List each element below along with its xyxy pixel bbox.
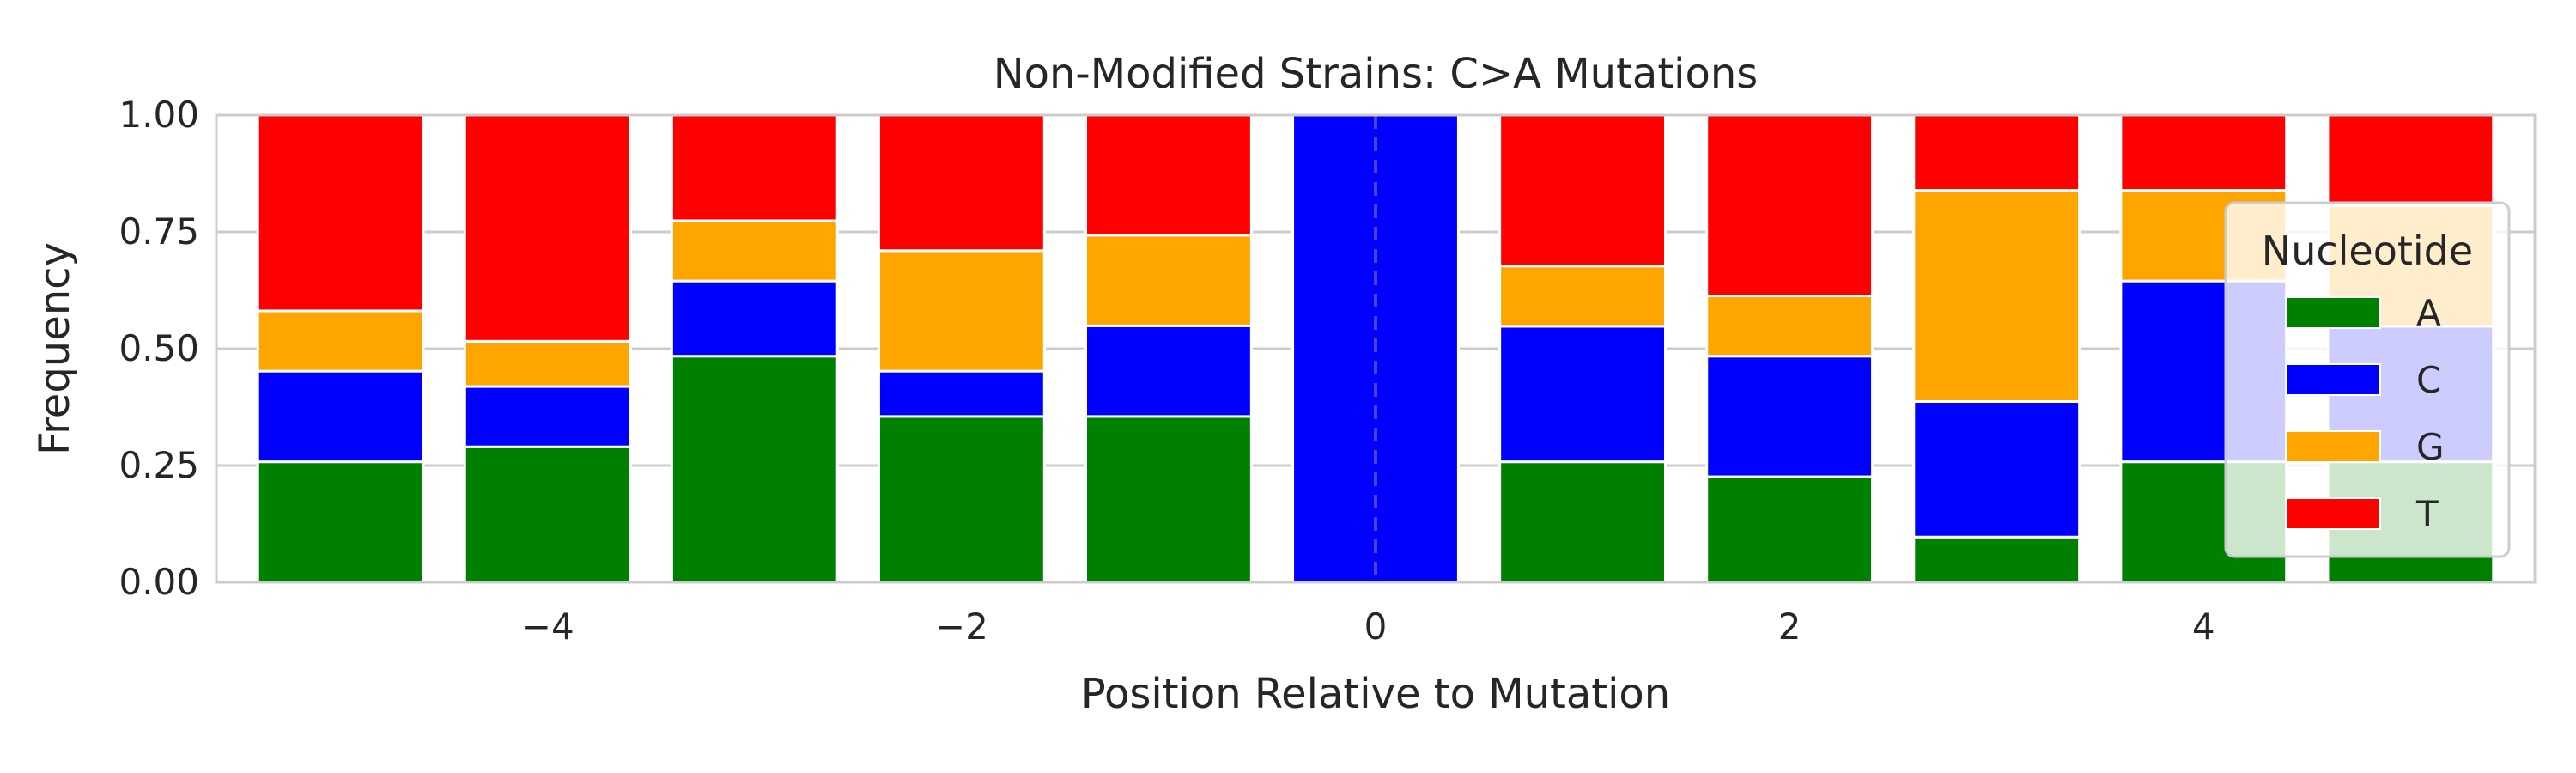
bar-segment-t [256,113,425,313]
x-axis-label: Position Relative to Mutation [1081,670,1670,718]
bar-segment-c [1084,324,1253,418]
legend-title: Nucleotide [2262,228,2473,274]
bar-segment-g [877,249,1046,373]
legend-label-t: T [2415,493,2439,535]
bar-segment-g [1705,295,1874,358]
x-tick-label: 2 [1778,606,1801,648]
bar-segment-t [463,113,632,343]
x-tick-label: −4 [521,606,574,648]
bar-segment-t [670,113,839,222]
bar-segment-c [670,279,839,358]
legend-swatch-c [2285,363,2381,396]
bar-segment-a [256,460,425,584]
bar-segment-t [2326,113,2495,208]
y-tick-label: 0.25 [118,444,199,486]
bar-segment-g [1084,234,1253,327]
bar-segment-g [463,339,632,388]
y-tick-label: 0.75 [118,210,199,253]
bar-segment-t [1084,113,1253,237]
bar-segment-a [1912,535,2081,584]
x-tick-label: 4 [2192,606,2215,648]
bar-segment-c [463,385,632,448]
legend-swatch-t [2285,497,2381,530]
bar-segment-t [1498,113,1667,268]
bar-segment-a [877,415,1046,584]
bar-segment-t [877,113,1046,253]
legend-label-a: A [2416,292,2441,334]
legend-label-g: G [2416,426,2445,468]
bar-segment-c [877,369,1046,418]
bar-segment-g [1498,265,1667,328]
bar-segment-a [463,445,632,584]
x-tick-label: 0 [1364,606,1388,648]
x-tick-label: −2 [935,606,988,648]
bar-segment-c [1912,399,2081,539]
axis-ticks: 0.00 0.25 0.50 0.75 1.00 −4 −2 0 2 4 [118,94,2215,648]
legend-label-c: C [2416,359,2441,401]
y-tick-label: 1.00 [118,94,199,136]
y-tick-label: 0.50 [118,327,199,369]
bar-segment-a [1498,460,1667,584]
plot-frame [215,113,2537,584]
y-axis-label: Frequency [31,242,79,455]
bar-segment-t [1705,113,1874,298]
bar-segment-g [1912,189,2081,403]
bar-segment-a [670,355,839,584]
legend-swatch-g [2285,430,2381,463]
bar-segment-g [256,309,425,373]
bar-segment-a [1705,475,1874,584]
bar-segment-a [1084,415,1253,584]
bar-segment-c [1705,355,1874,478]
bar-segment-c [1498,325,1667,464]
bar-segment-g [670,219,839,283]
chart-title: Non-Modified Strains: C>A Mutations [993,50,1759,98]
bar-segment-c [256,369,425,464]
legend-swatch-a [2285,296,2381,329]
y-tick-label: 0.00 [118,561,199,603]
bar-segment-t [2119,113,2288,192]
bar-segment-t [1912,113,2081,192]
